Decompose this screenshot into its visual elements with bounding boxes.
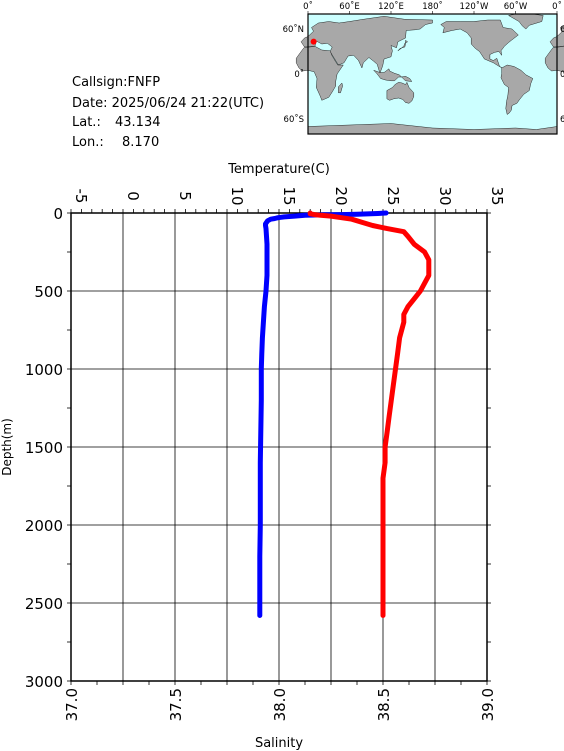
lon-value: 8.170 [122,135,159,150]
map-lat-label: 0˚ [560,69,564,80]
salinity-axis-title: Salinity [255,736,303,751]
map-lat-label: 0˚ [294,69,304,80]
land-madagascar [338,82,343,94]
temperature-tick-labels: -5 0 5 10 15 20 25 30 35 [72,186,506,205]
land-japan [397,39,408,51]
depth-tick-label: 2500 [25,595,63,613]
salinity-sample-point [312,212,316,217]
land-africa [545,46,564,75]
temperature-tick-label: 0 [124,191,142,201]
depth-tick-labels: 0 500 1000 1500 2000 2500 3000 [25,205,63,691]
land-north-america [440,19,519,69]
temperature-sample-point [355,212,359,216]
data-series [257,210,432,618]
depth-tick-label: 0 [53,205,63,223]
salinity-tick-label: 38.5 [375,688,393,721]
salinity-sample-point [339,216,343,220]
temperature-sample-point [365,212,369,216]
temperature-tick-label: 20 [332,186,350,205]
depth-tick-label: 1000 [25,361,63,379]
temperature-tick-label: 30 [436,186,454,205]
salinity-tick-label: 37.5 [167,688,185,721]
temperature-tick-label: -5 [72,189,90,204]
lon-label: Lon.: [72,135,104,150]
map-lon-label: 180˚ [422,1,442,12]
salinity-sample-point [308,212,312,216]
map-lon-label: 60˚W [504,1,528,12]
map-lon-label: 0˚ [303,1,313,12]
date-text: Date: 2025/06/24 21:22(UTC) [72,96,264,111]
salinity-tick-labels: 37.0 37.5 38.0 38.5 39.0 [63,688,497,721]
depth-axis-title: Depth(m) [0,418,14,476]
map-lat-label: 60˚S [560,114,564,125]
land-indonesia [373,68,413,82]
temperature-axis-title: Temperature(C) [227,162,330,177]
salinity-sample-point [319,213,323,217]
map-latitude-labels: 60˚N 60˚N 0˚ 0˚ 60˚S 60˚S [283,24,564,125]
temperature-sample-point [384,211,388,215]
map-lon-label: 60˚E [339,1,359,12]
map-landmasses [296,13,564,135]
profile-chart: -5 0 5 10 15 20 25 30 35 37.0 37.5 38.0 38.5 39.0 0 5… [0,162,506,751]
temperature-tick-label: 10 [228,186,246,205]
salinity-tick-label: 38.0 [271,688,289,721]
station-info: Callsign:FNFP Date: 2025/06/24 21:22(UTC… [72,75,264,150]
map-lat-label: 60˚N [560,24,564,35]
temperature-tick-label: 15 [280,186,298,205]
depth-tick-label: 2000 [25,517,63,535]
depth-tick-label: 1500 [25,439,63,457]
callsign-text: Callsign:FNFP [72,75,160,90]
map-longitude-labels: 0˚ 60˚E 120˚E 180˚ 120˚W 60˚W 0˚ [303,1,562,14]
station-marker [310,38,317,45]
temperature-tick-label: 25 [384,186,402,205]
map-lat-label: 60˚N [283,24,304,35]
lat-value: 43.134 [115,115,161,130]
salinity-profile-line [307,210,432,618]
depth-tick-label: 500 [34,283,63,301]
plot-frame [70,212,488,682]
land-australia [386,81,414,104]
map-lon-label: 0˚ [552,1,562,12]
temperature-sample-point [376,211,380,216]
land-south-america [500,64,534,115]
lat-label: Lat.: [72,115,101,130]
depth-tick-label: 3000 [25,673,63,691]
map-lat-label: 60˚S [284,114,304,125]
temperature-tick-label: 35 [488,186,506,205]
salinity-sample-point [329,214,333,218]
temperature-tick-label: 5 [176,191,194,201]
land-eurasia [549,24,564,48]
salinity-tick-label: 37.0 [63,688,81,721]
land-eurasia [300,16,433,74]
map-lon-label: 120˚W [460,1,489,12]
map-lon-label: 120˚E [378,1,404,12]
salinity-tick-label: 39.0 [479,688,497,721]
